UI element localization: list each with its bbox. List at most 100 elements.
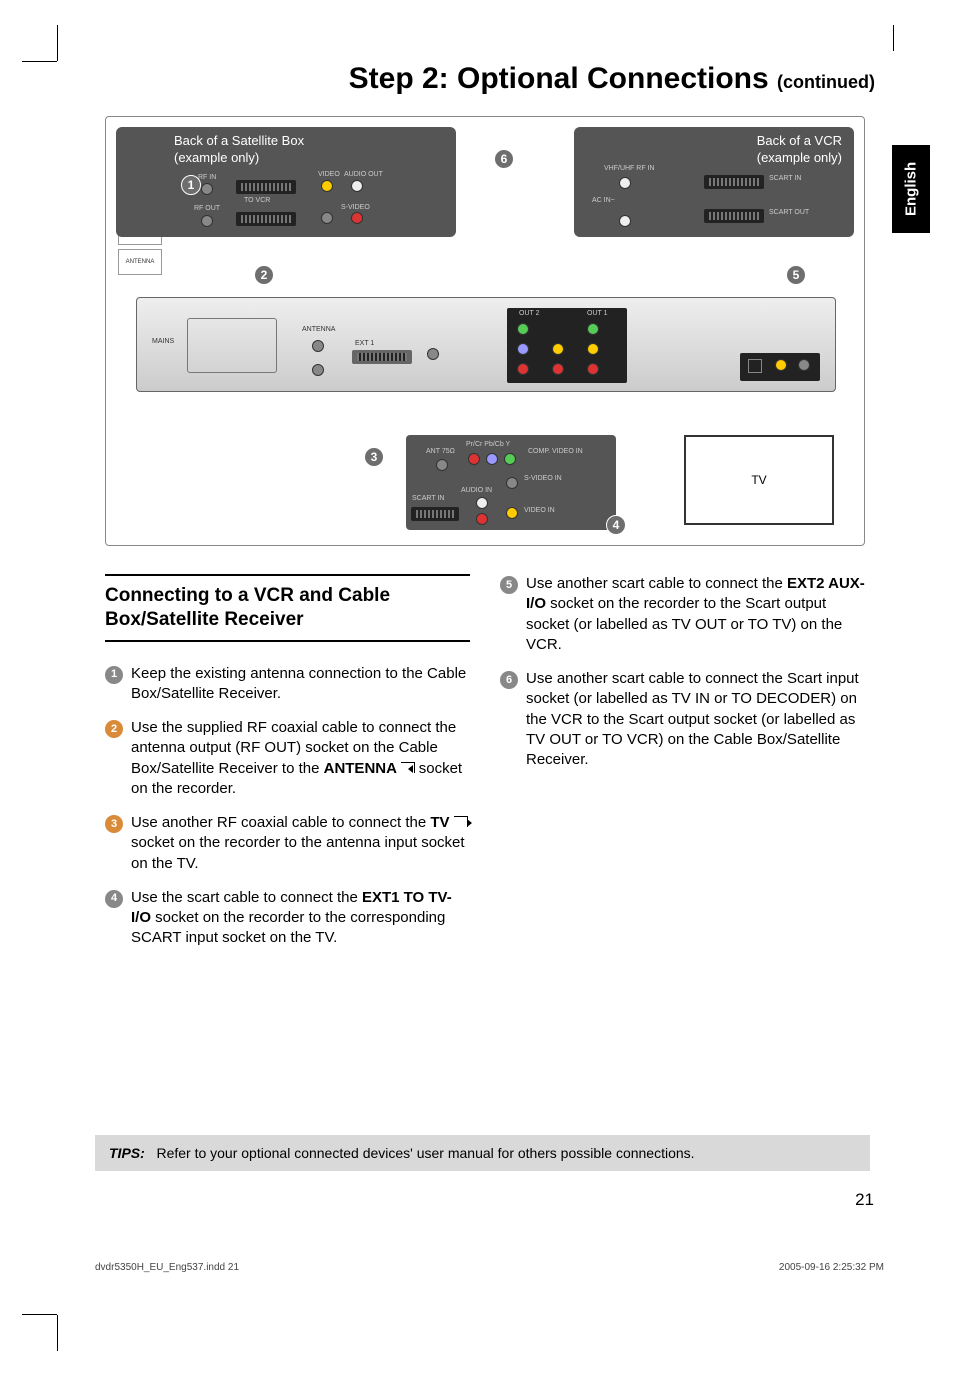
vcr-label: Back of a VCR (example only) — [757, 133, 842, 167]
right-column: 5 Use another scart cable to connect the… — [500, 574, 865, 963]
vcr-back: Back of a VCR (example only) VHF/UHF RF … — [574, 127, 854, 237]
svideo-port-b — [351, 212, 363, 224]
audio-port — [351, 180, 363, 192]
s3a: Use another RF coaxial cable to connect … — [131, 814, 430, 831]
antenna-in-icon — [401, 762, 415, 773]
tv-comp-lbl: Pr/Cr Pb/Cb Y — [466, 441, 510, 448]
crop-mark — [57, 25, 58, 61]
step-bullet-3: 3 — [105, 815, 123, 833]
step-bullet-6: 6 — [500, 671, 518, 689]
s4c: socket on the recorder to the correspond… — [131, 909, 445, 946]
step-3: 3 Use another RF coaxial cable to connec… — [105, 813, 470, 874]
diagram-bullet-4: 4 — [606, 515, 626, 535]
step-bullet-1: 1 — [105, 666, 123, 684]
crop-mark — [22, 61, 57, 62]
rec-tv-port — [312, 364, 324, 376]
out-audio-r — [552, 363, 564, 375]
rf-in-port — [201, 183, 213, 195]
vcr-ac-label: AC IN~ — [592, 197, 615, 204]
svideo-label: S-VIDEO — [341, 204, 370, 211]
title-main: Step 2: Optional Connections — [349, 62, 777, 95]
vcr-scart-out-label: SCART OUT — [769, 209, 809, 216]
tv-out-icon — [454, 816, 468, 827]
tv-svideo — [506, 477, 518, 489]
diagram-bullet-1: 1 — [181, 175, 201, 195]
tv-y — [504, 453, 516, 465]
step-bullet-5: 5 — [500, 576, 518, 594]
video-label: VIDEO — [318, 171, 340, 178]
out1-b — [587, 363, 599, 375]
out1-a — [587, 343, 599, 355]
optical-port — [748, 359, 762, 373]
step-6-text: Use another scart cable to connect the S… — [526, 669, 865, 770]
svideo-port-a — [321, 212, 333, 224]
connection-diagram: ⎓▭ CABLE 📡 🗼 ANTENNA Back of a Satellite… — [105, 116, 865, 546]
step-4: 4 Use the scart cable to connect the EXT… — [105, 888, 470, 949]
rec-ext1 — [352, 350, 412, 364]
tv-vid-lbl: VIDEO IN — [524, 507, 555, 514]
recorder-back: MAINS ANTENNA EXT 1 OUT 2 OUT 1 — [136, 297, 836, 392]
satellite-box-back: Back of a Satellite Box (example only) R… — [116, 127, 456, 237]
s5c: socket on the recorder to the Scart outp… — [526, 595, 842, 653]
footer-date: 2005-09-16 2:25:32 PM — [779, 1262, 884, 1273]
tv-audio — [476, 497, 488, 509]
vcr-label-2: (example only) — [757, 150, 842, 165]
out2-label: OUT 2 — [519, 310, 540, 317]
s4a: Use the scart cable to connect the — [131, 889, 362, 906]
tv-ant — [436, 459, 448, 471]
section-heading: Connecting to a VCR and Cable Box/Satell… — [105, 574, 470, 642]
footer-file: dvdr5350H_EU_Eng537.indd 21 — [95, 1262, 239, 1273]
vcr-rf-out — [619, 215, 631, 227]
tv-pr — [468, 453, 480, 465]
out2-pb — [517, 343, 529, 355]
step-2: 2 Use the supplied RF coaxial cable to c… — [105, 718, 470, 799]
to-vcr-label: TO VCR — [244, 197, 270, 204]
out1-v — [587, 323, 599, 335]
crop-mark — [57, 1315, 58, 1351]
page-number: 21 — [855, 1190, 874, 1210]
tv-scart-lbl: SCART IN — [412, 495, 444, 502]
s3c: socket on the recorder to the antenna in… — [131, 834, 465, 871]
vcr-scart-in-label: SCART IN — [769, 175, 801, 182]
fan-grille — [187, 318, 277, 373]
instruction-columns: Connecting to a VCR and Cable Box/Satell… — [105, 574, 865, 963]
step-1-text: Keep the existing antenna connection to … — [131, 664, 470, 705]
tv-pb — [486, 453, 498, 465]
to-tv-scart — [236, 212, 296, 226]
diagram-bullet-3: 3 — [364, 447, 384, 467]
left-column: Connecting to a VCR and Cable Box/Satell… — [105, 574, 470, 963]
to-vcr-scart — [236, 180, 296, 194]
step-bullet-4: 4 — [105, 890, 123, 908]
rec-antenna-label: ANTENNA — [302, 326, 335, 333]
sat-label-2: (example only) — [174, 150, 259, 165]
step-3-text: Use another RF coaxial cable to connect … — [131, 813, 470, 874]
s3b: TV — [430, 814, 453, 831]
video-port — [321, 180, 333, 192]
out2-y — [517, 323, 529, 335]
rf-out-label: RF OUT — [194, 205, 220, 212]
coax-port — [775, 359, 787, 371]
step-2-text: Use the supplied RF coaxial cable to con… — [131, 718, 470, 799]
tv-audio-r — [476, 513, 488, 525]
step-bullet-2: 2 — [105, 720, 123, 738]
page-content: Step 2: Optional Connections (continued)… — [95, 62, 895, 963]
tv-front: TV — [684, 435, 834, 525]
tv-video — [506, 507, 518, 519]
crop-mark — [22, 1314, 57, 1315]
crop-mark — [893, 25, 894, 51]
vcr-scart-out — [704, 209, 764, 223]
tips-label: TIPS: — [109, 1145, 145, 1161]
tips-bar: TIPS: Refer to your optional connected d… — [95, 1135, 870, 1171]
title-sub: (continued) — [777, 72, 875, 92]
out2-pr — [517, 363, 529, 375]
rec-digital-block — [740, 353, 820, 381]
vcr-label-1: Back of a VCR — [757, 133, 842, 148]
diagram-bullet-6: 6 — [494, 149, 514, 169]
step-4-text: Use the scart cable to connect the EXT1 … — [131, 888, 470, 949]
out1-label: OUT 1 — [587, 310, 608, 317]
satellite-box-label: Back of a Satellite Box (example only) — [174, 133, 304, 167]
step-1: 1 Keep the existing antenna connection t… — [105, 664, 470, 705]
step-6: 6 Use another scart cable to connect the… — [500, 669, 865, 770]
extra-port — [798, 359, 810, 371]
out-audio-l — [552, 343, 564, 355]
